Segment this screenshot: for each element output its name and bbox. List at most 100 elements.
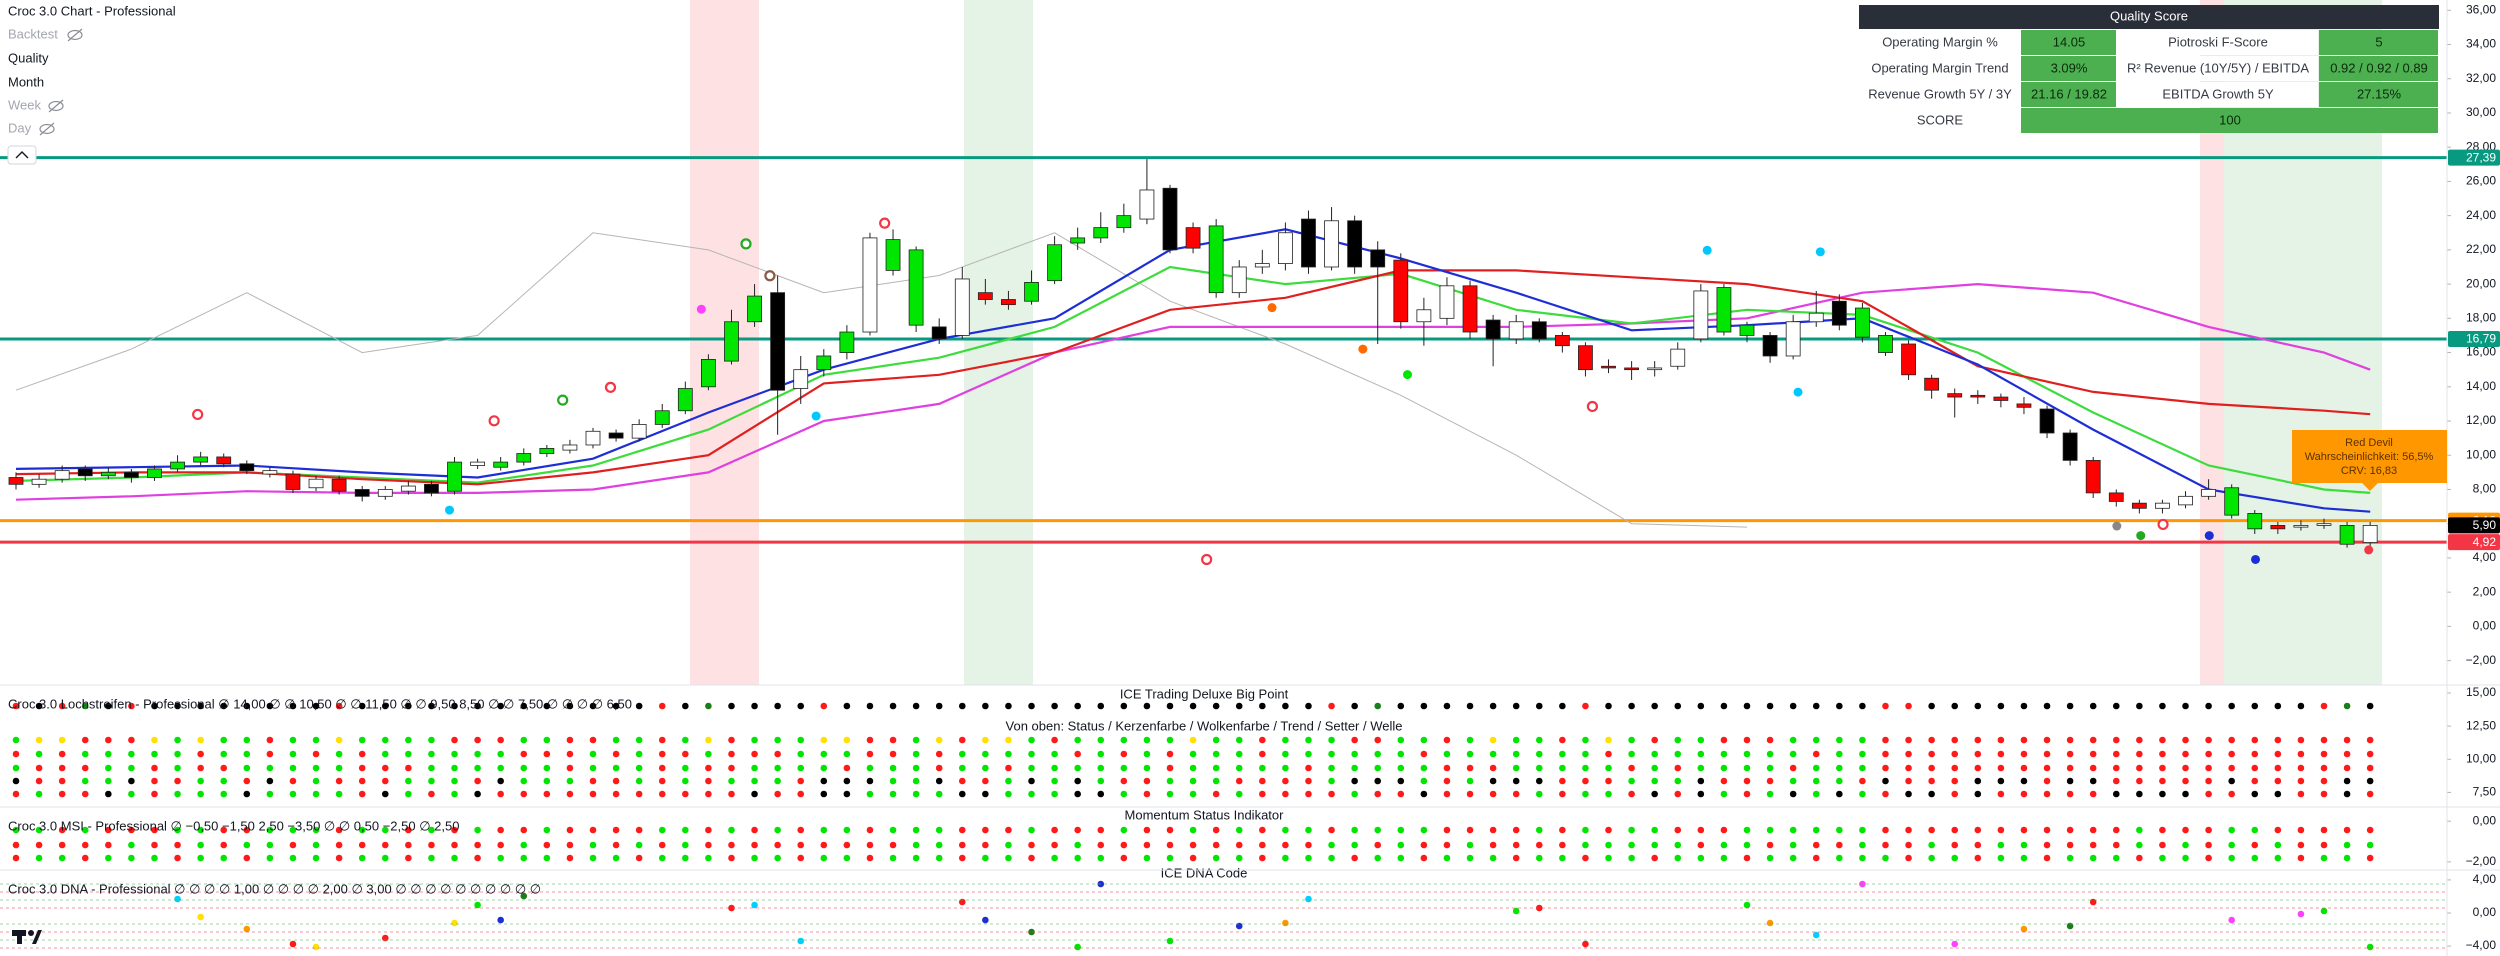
msi-dot bbox=[1005, 826, 1012, 834]
msi-dot bbox=[658, 826, 666, 834]
indicator-dot bbox=[451, 750, 458, 758]
indicator-dot bbox=[1074, 736, 1081, 744]
indicator-dot bbox=[2343, 736, 2351, 744]
legend-item[interactable]: Backtest bbox=[8, 26, 58, 41]
indicator-dot bbox=[705, 790, 712, 798]
msi-dot bbox=[2274, 854, 2282, 862]
indicator-dot bbox=[935, 764, 943, 772]
status-dot bbox=[220, 702, 228, 710]
indicator-dot bbox=[1074, 750, 1081, 758]
indicator-dot bbox=[1420, 736, 1428, 744]
dna-dot bbox=[2297, 910, 2305, 918]
indicator-dot bbox=[935, 777, 943, 785]
indicator-dot bbox=[1489, 777, 1497, 785]
candle-body bbox=[1462, 285, 1478, 333]
table-label: Operating Margin % bbox=[1882, 34, 1998, 49]
indicator-dot bbox=[1305, 736, 1312, 744]
table-label-cell bbox=[1859, 82, 2020, 107]
indicator-dot bbox=[520, 764, 528, 772]
indicator-dot bbox=[1005, 736, 1012, 744]
candle-body bbox=[170, 461, 185, 470]
table-value-cell bbox=[2021, 56, 2116, 81]
eye-off-icon[interactable] bbox=[67, 29, 83, 41]
msi-dot bbox=[1928, 854, 1935, 862]
indicator-dot bbox=[589, 750, 597, 758]
indicator-dot bbox=[335, 790, 343, 798]
dna-dot bbox=[197, 913, 204, 921]
indicator-dot bbox=[935, 750, 943, 758]
y-tick-label: 10,00 bbox=[2466, 751, 2496, 765]
msi-dot bbox=[1328, 841, 1335, 849]
indicator-dot bbox=[1836, 750, 1843, 758]
indicator-dot bbox=[751, 764, 758, 772]
indicator-dot bbox=[1420, 777, 1428, 785]
status-dot bbox=[1859, 702, 1866, 710]
indicator-dot bbox=[1143, 790, 1151, 798]
indicator-dot bbox=[889, 736, 897, 744]
signal-marker bbox=[764, 270, 776, 282]
status-dot bbox=[2366, 702, 2374, 710]
candle-body bbox=[862, 237, 878, 333]
candle-body bbox=[1531, 321, 1547, 340]
indicator-dot bbox=[1051, 750, 1058, 758]
indicator-dot bbox=[1743, 790, 1751, 798]
msi-dot bbox=[2112, 854, 2120, 862]
candle-body bbox=[1024, 281, 1039, 302]
indicator-dot bbox=[2020, 750, 2028, 758]
msi-dot bbox=[797, 854, 805, 862]
indicator-dot bbox=[289, 750, 297, 758]
indicator-dot bbox=[958, 750, 966, 758]
candle-body bbox=[1508, 321, 1524, 340]
indicator-dot bbox=[1443, 736, 1451, 744]
indicator-dot bbox=[1074, 790, 1081, 798]
msi-dot bbox=[1235, 826, 1243, 834]
indicator-dot bbox=[1397, 777, 1405, 785]
indicator-dot bbox=[2159, 790, 2166, 798]
indicator-dot bbox=[1120, 790, 1128, 798]
indicator-dot bbox=[2274, 777, 2282, 785]
signal-marker bbox=[2364, 545, 2374, 555]
msi-dot bbox=[1489, 826, 1497, 834]
indicator-dot bbox=[843, 750, 851, 758]
eye-off-icon[interactable] bbox=[39, 123, 55, 135]
indicator-dot bbox=[2182, 764, 2189, 772]
indicator-dot bbox=[1282, 790, 1289, 798]
y-tick-label: −2,00 bbox=[2466, 653, 2497, 667]
y-tick-label: 30,00 bbox=[2466, 105, 2496, 119]
collapse-button[interactable] bbox=[7, 145, 37, 165]
dna-dot bbox=[2020, 925, 2028, 933]
legend-item[interactable]: Quality bbox=[8, 50, 49, 65]
indicator-line bbox=[15, 282, 2371, 501]
msi-dot bbox=[1443, 826, 1451, 834]
indicator-dot bbox=[1212, 777, 1220, 785]
indicator-dot bbox=[612, 750, 620, 758]
indicator-dot bbox=[243, 790, 251, 798]
msi-dot bbox=[1166, 826, 1174, 834]
msi-dot bbox=[381, 841, 389, 849]
msi-dot bbox=[1905, 826, 1912, 834]
msi-dot bbox=[1282, 826, 1289, 834]
dna-dot bbox=[2366, 943, 2374, 951]
legend-title: Croc 3.0 Chart - Professional bbox=[8, 3, 176, 18]
status-dot bbox=[358, 702, 366, 710]
candle-body bbox=[8, 477, 24, 485]
legend-item[interactable]: Week bbox=[8, 97, 41, 112]
table-label-cell bbox=[1859, 30, 2020, 55]
legend-item[interactable]: Month bbox=[8, 74, 44, 89]
indicator-dot bbox=[1651, 790, 1658, 798]
indicator-dot bbox=[428, 790, 435, 798]
indicator-dot bbox=[1374, 777, 1382, 785]
indicator-dot bbox=[658, 750, 666, 758]
msi-dot bbox=[658, 854, 666, 862]
legend-item[interactable]: Day bbox=[8, 120, 32, 135]
status-dot bbox=[2089, 702, 2097, 710]
msi-dot bbox=[912, 841, 920, 849]
indicator-dot bbox=[1882, 736, 1889, 744]
msi-dot bbox=[1259, 826, 1266, 834]
indicator-dot bbox=[58, 750, 66, 758]
msi-dot bbox=[1005, 841, 1012, 849]
eye-off-icon[interactable] bbox=[48, 100, 64, 112]
indicator-dot bbox=[497, 764, 504, 772]
indicator-dot bbox=[1328, 750, 1335, 758]
indicator-dot bbox=[2020, 764, 2028, 772]
